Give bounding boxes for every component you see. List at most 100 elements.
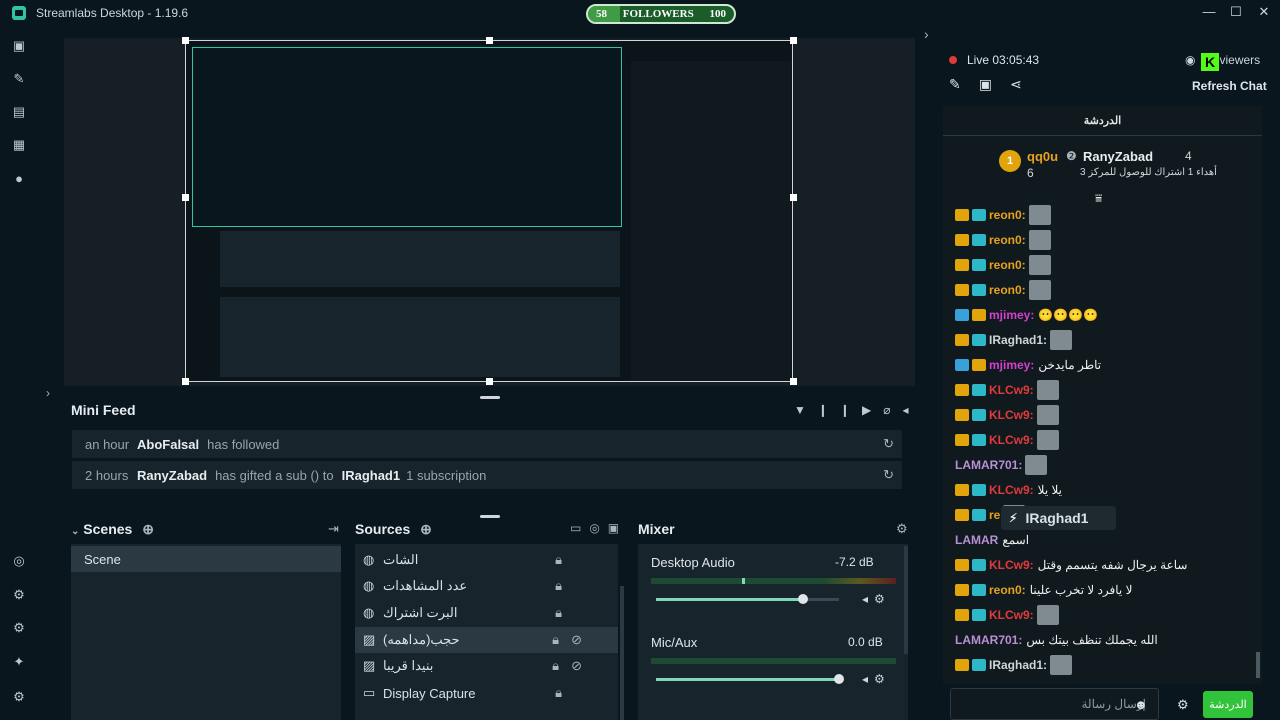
scene-item[interactable]: Scene [71, 546, 341, 572]
visibility-off-icon[interactable]: ⊘ [571, 658, 582, 673]
resize-handle[interactable] [486, 37, 493, 44]
feed-controls[interactable]: ▼❙❙▶⌀◂ [794, 403, 921, 417]
chat-username[interactable]: reon0: [989, 208, 1026, 222]
collapse-right-icon[interactable]: › [924, 26, 929, 42]
add-source-icon[interactable]: ⊕ [420, 521, 432, 537]
resize-handle[interactable] [790, 37, 797, 44]
resize-handle[interactable] [182, 37, 189, 44]
og-badge-icon [972, 484, 986, 496]
settings-icon[interactable]: ⚙ [13, 689, 25, 704]
preview-canvas[interactable] [185, 40, 793, 382]
themes-icon[interactable]: ✎ [13, 71, 25, 86]
source-tools-icon[interactable]: ▭◎▣ [570, 521, 628, 535]
chat-username[interactable]: LAMAR [955, 533, 999, 547]
scene-transition-icon[interactable]: ⇥ [328, 521, 339, 536]
emote-image [1028, 280, 1051, 300]
drag-handle[interactable] [480, 396, 500, 399]
follower-goal-bar: 58 FOLLOWERS 100 [586, 4, 736, 24]
chat-username[interactable]: LAMAR701: [955, 633, 1023, 647]
lock-icon[interactable]: 🔒︎ [552, 658, 560, 673]
add-scene-icon[interactable]: ⊕ [142, 521, 154, 537]
source-item[interactable]: ▨ بنيدا قريبا 🔒︎ ⊘ [363, 658, 582, 673]
chat-username[interactable]: reon0: [989, 258, 1026, 272]
chat-username[interactable]: IRaghad1: [989, 333, 1048, 347]
chat-username[interactable]: KLCw9: [989, 433, 1034, 447]
chat-settings-icon[interactable]: ⚙ [1177, 697, 1189, 712]
collapse-icon[interactable]: ⌄ [71, 526, 80, 537]
mixer-settings-icon[interactable]: ⚙ [896, 521, 908, 536]
tools-icon[interactable]: ⚙ [13, 620, 25, 635]
emote-image [1028, 230, 1051, 250]
streamlabs-logo-icon [12, 6, 26, 20]
minimize-button[interactable]: — [1202, 4, 1216, 19]
lock-icon[interactable]: 🔒︎ [555, 685, 562, 700]
audio-track-name: Desktop Audio [651, 555, 735, 570]
chat-username[interactable]: re [989, 508, 1001, 522]
ai-icon[interactable]: ✦ [13, 654, 25, 669]
crown-badge-icon [955, 384, 969, 396]
chat-username[interactable]: KLCw9: [989, 383, 1034, 397]
chat-header: الدردشة [943, 106, 1262, 136]
replay-icon[interactable]: ↻ [883, 436, 894, 451]
lock-icon[interactable]: 🔒︎ [555, 578, 562, 593]
resize-handle[interactable] [182, 194, 189, 201]
chat-message: LAMAR701: [955, 454, 1051, 476]
apps-icon[interactable]: ⚙ [13, 587, 25, 602]
feed-action: has followed [207, 436, 280, 452]
refresh-chat-button[interactable]: Refresh Chat [1192, 79, 1267, 93]
chat-username[interactable]: KLCw9: [989, 608, 1034, 622]
audio-track-controls[interactable]: ◂⚙ [862, 592, 891, 606]
pin-toggle-icon[interactable]: ⩸ [1095, 191, 1103, 205]
globe-icon: ◍ [363, 552, 375, 567]
chat-input[interactable]: إرسال رسالة [950, 688, 1159, 720]
resize-handle[interactable] [182, 378, 189, 385]
source-item[interactable]: ▭ Display Capture 🔒︎ [363, 685, 562, 701]
lock-icon[interactable]: 🔒︎ [555, 605, 562, 620]
close-button[interactable]: ✕ [1258, 4, 1270, 19]
highlighter-icon[interactable]: ◎ [13, 553, 25, 568]
dashboard-icon[interactable]: ▦ [12, 137, 26, 152]
source-item[interactable]: ◍ الشات 🔒︎ [363, 552, 562, 567]
emote-image [1050, 655, 1073, 675]
chat-username[interactable]: mjimey: [989, 358, 1035, 372]
chat-username[interactable]: IRaghad1: [989, 658, 1048, 672]
kick-logo-icon: K [1201, 53, 1219, 71]
chat-username[interactable]: KLCw9: [989, 483, 1034, 497]
maximize-button[interactable]: ☐ [1230, 4, 1242, 19]
sources-scrollbar[interactable] [620, 586, 624, 720]
chat-username[interactable]: KLCw9: [989, 408, 1034, 422]
chat-tools-icons[interactable]: ✎▣⋖ [949, 76, 1040, 92]
volume-slider-knob[interactable] [834, 674, 844, 684]
source-item[interactable]: ◍ البرت اشتراك 🔒︎ [363, 605, 562, 620]
volume-slider-knob[interactable] [798, 594, 808, 604]
play-icon[interactable]: ● [15, 171, 23, 186]
volume-slider-fill [656, 598, 802, 601]
studio-mode-icon[interactable]: ▣ [12, 38, 26, 53]
chat-username[interactable]: LAMAR701: [955, 458, 1023, 472]
emoji-icon[interactable]: ☻ [1134, 697, 1148, 712]
expand-left-icon[interactable]: › [46, 386, 50, 400]
chat-send-button[interactable]: الدردشة [1203, 691, 1253, 718]
lock-icon[interactable]: 🔒︎ [552, 632, 560, 647]
drag-handle[interactable] [480, 515, 500, 518]
store-icon[interactable]: ▤ [12, 104, 26, 119]
resize-handle[interactable] [790, 194, 797, 201]
source-item[interactable]: ◍ عدد المشاهدات 🔒︎ [363, 578, 562, 593]
resize-handle[interactable] [486, 378, 493, 385]
chat-scrollbar[interactable] [1256, 652, 1260, 678]
visibility-off-icon[interactable]: ⊘ [571, 632, 582, 647]
emote-image [1028, 205, 1051, 225]
lock-icon[interactable]: 🔒︎ [555, 552, 562, 567]
resize-handle[interactable] [790, 378, 797, 385]
audio-track-controls[interactable]: ◂⚙ [862, 672, 891, 686]
chat-message: LAMAR701: الله يجملك تنظف بيتك بس [955, 629, 1158, 651]
chat-username[interactable]: reon0: [989, 583, 1026, 597]
chat-username[interactable]: reon0: [989, 233, 1026, 247]
chat-username[interactable]: KLCw9: [989, 558, 1034, 572]
replay-icon[interactable]: ↻ [883, 467, 894, 482]
chat-username[interactable]: mjimey: [989, 308, 1035, 322]
source-item-selected[interactable]: ▨ حجب(مداهمه) 🔒︎ ⊘ [355, 627, 618, 653]
mixer-scrollbar[interactable] [904, 546, 908, 654]
silver-rank-icon: ❷ [1066, 149, 1077, 163]
chat-username[interactable]: reon0: [989, 283, 1026, 297]
